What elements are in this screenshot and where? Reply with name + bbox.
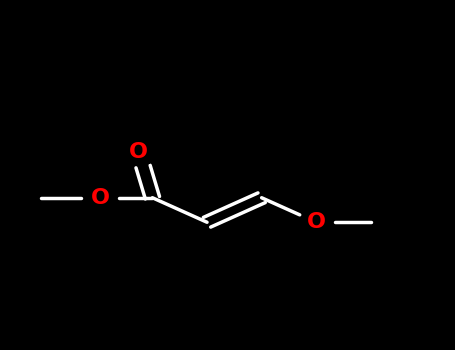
Text: O: O xyxy=(129,142,148,162)
Text: O: O xyxy=(307,212,326,232)
Text: O: O xyxy=(91,188,110,208)
